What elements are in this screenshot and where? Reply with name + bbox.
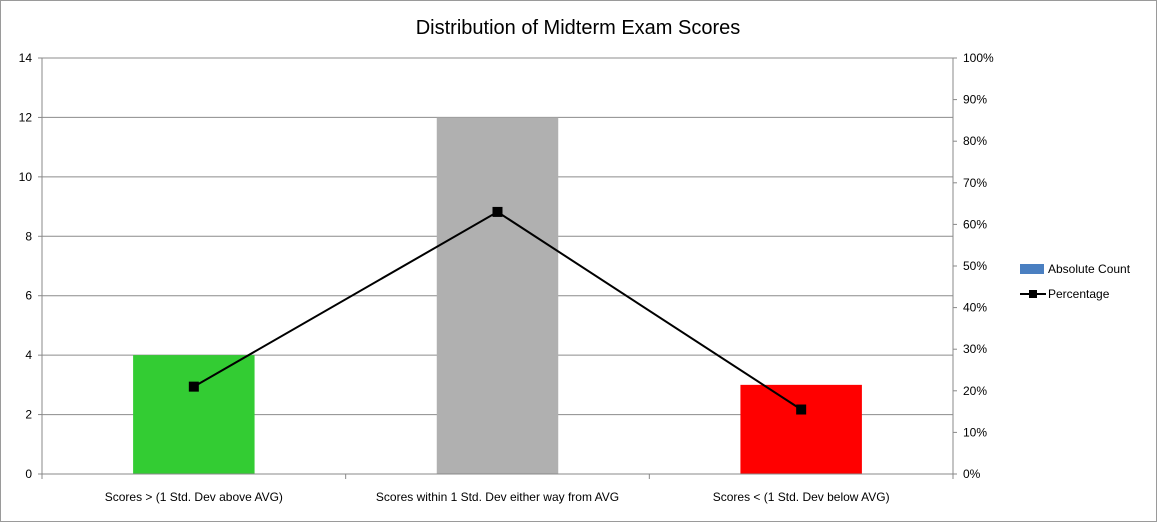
category-label: Scores > (1 Std. Dev above AVG) [105,490,283,504]
percentage-marker-1 [188,381,199,392]
category-label: Scores < (1 Std. Dev below AVG) [713,490,890,504]
category-labels: Scores > (1 Std. Dev above AVG) Scores wi… [105,490,890,504]
right-tick-label: 100% [963,51,994,65]
percentage-line [188,206,807,415]
right-tick-label: 20% [963,384,987,398]
legend-marker-percentage [1029,290,1037,298]
left-tick-label: 10 [19,170,33,184]
right-tick-label: 0% [963,467,981,481]
percentage-marker-3 [796,404,807,415]
legend: Absolute Count Percentage [1020,262,1131,301]
legend-label-percentage: Percentage [1048,287,1110,301]
legend-swatch-absolute-count [1020,264,1044,274]
bars [133,117,862,474]
chart-title: Distribution of Midterm Exam Scores [416,17,741,39]
left-axis-ticks: 0 2 4 6 8 10 12 14 [19,51,42,481]
right-tick-label: 70% [963,176,987,190]
right-tick-label: 40% [963,301,987,315]
legend-label-absolute-count: Absolute Count [1048,262,1131,276]
left-tick-label: 2 [25,408,32,422]
right-tick-label: 50% [963,259,987,273]
left-tick-label: 14 [19,51,33,65]
right-tick-label: 90% [963,93,987,107]
left-tick-label: 6 [25,289,32,303]
left-tick-label: 4 [25,348,32,362]
percentage-marker-2 [492,206,503,217]
right-tick-label: 10% [963,425,987,439]
left-tick-label: 8 [25,229,32,243]
bar-3 [740,384,862,474]
right-tick-label: 80% [963,134,987,148]
bar-2 [436,117,559,474]
right-tick-label: 60% [963,217,987,231]
left-tick-label: 12 [19,110,33,124]
left-tick-label: 0 [25,467,32,481]
right-axis-ticks: 0% 10% 20% 30% 40% 50% 60% 70% 80% 90% 100% [953,51,994,481]
bar-1 [133,355,255,474]
right-tick-label: 30% [963,342,987,356]
category-label: Scores within 1 Std. Dev either way from… [376,490,619,504]
